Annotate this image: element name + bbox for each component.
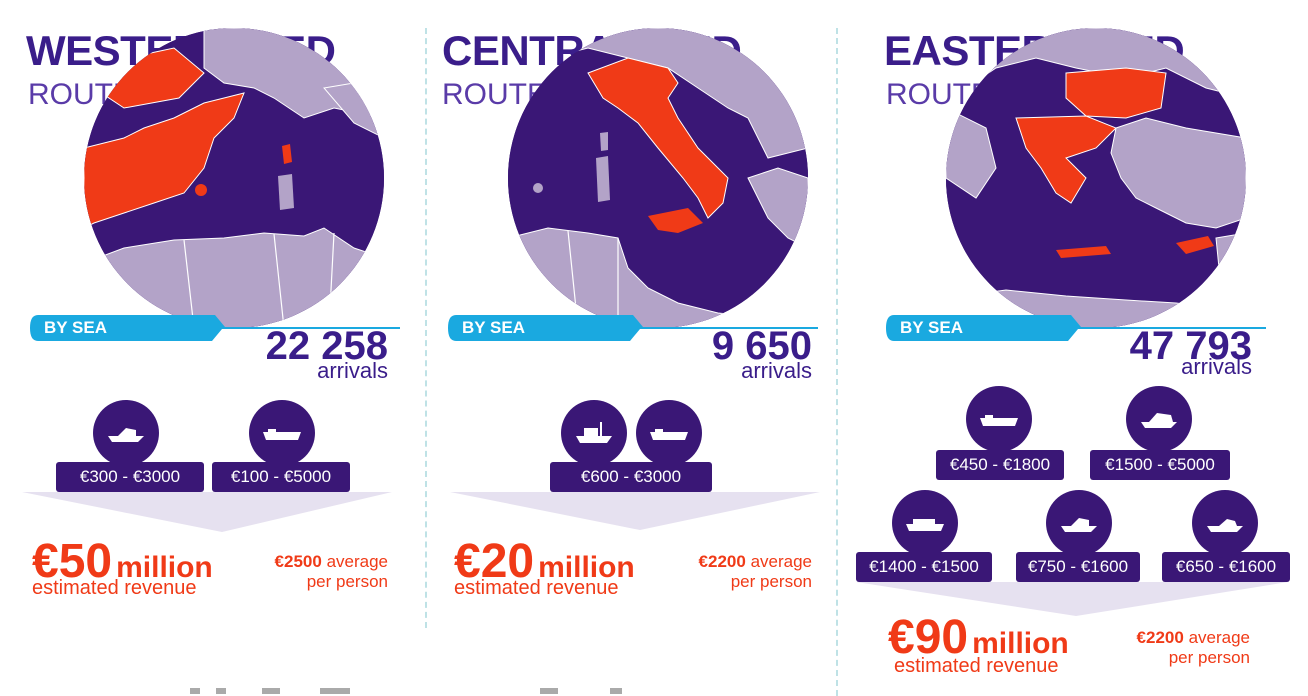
cropped-text-fragment (540, 688, 558, 694)
route-map-globe (84, 28, 384, 328)
route-panel-central-med: CENTRAL MED ROUTE BY SEA 9 650 arriv (420, 0, 840, 696)
average-per-person: €2500 average per person (274, 552, 388, 591)
eastern-med-map (946, 28, 1246, 328)
estimated-revenue-label: estimated revenue (454, 577, 619, 599)
fishing-boat-icon (561, 400, 627, 466)
cargo-ship-icon (249, 400, 315, 466)
cargo-ship-icon (636, 400, 702, 466)
by-sea-banner: BY SEA (886, 313, 1266, 343)
average-per-person: €2200 average per person (698, 552, 812, 591)
estimated-revenue-amount: €90 million (888, 611, 1069, 664)
cropped-text-fragment (262, 688, 280, 694)
route-panel-western-med: WESTERN MED ROUTE BY SEA 22 258 arri (0, 0, 420, 696)
speedboat-icon (1046, 490, 1112, 556)
estimated-revenue-label: estimated revenue (32, 577, 197, 599)
route-map-globe (946, 28, 1246, 328)
by-sea-banner: BY SEA (448, 313, 818, 343)
cropped-text-fragment (216, 688, 226, 694)
price-range-badge: €1500 - €5000 (1090, 450, 1230, 480)
by-sea-label: BY SEA (462, 318, 525, 337)
price-range-badge: €600 - €3000 (550, 462, 712, 492)
western-med-map (84, 28, 384, 328)
arrivals-label: arrivals (1181, 354, 1252, 379)
estimated-revenue-label: estimated revenue (894, 655, 1059, 677)
arrivals-count: 9 650 (711, 324, 812, 368)
estimated-revenue-amount: €50 million (32, 535, 213, 588)
price-range-badge: €100 - €5000 (212, 462, 350, 492)
by-sea-banner: BY SEA (30, 313, 400, 343)
price-range-badge: €300 - €3000 (56, 462, 204, 492)
motorboat-icon (1192, 490, 1258, 556)
arrivals-label: arrivals (317, 358, 388, 383)
arrivals-count: 47 793 (1129, 324, 1252, 368)
cropped-text-fragment (190, 688, 200, 694)
price-range-badge: €450 - €1800 (936, 450, 1064, 480)
cargo-ship-icon (966, 386, 1032, 452)
central-med-map (508, 28, 808, 328)
average-per-person: €2200 average per person (1136, 628, 1250, 667)
cropped-text-fragment (320, 688, 350, 694)
route-panel-eastern-med: EASTERN MED ROUTE BY SE (840, 0, 1308, 696)
estimated-revenue-amount: €20 million (454, 535, 635, 588)
yacht-icon (1126, 386, 1192, 452)
by-sea-label: BY SEA (900, 318, 963, 337)
price-range-badge: €650 - €1600 (1162, 552, 1290, 582)
price-range-badge: €750 - €1600 (1016, 552, 1140, 582)
route-map-globe (508, 28, 808, 328)
price-range-badge: €1400 - €1500 (856, 552, 992, 582)
arrivals-count: 22 258 (265, 324, 388, 368)
funnel-wedge (450, 492, 820, 530)
cropped-text-fragment (610, 688, 622, 694)
panel-divider (836, 28, 838, 696)
ferry-icon (892, 490, 958, 556)
by-sea-label: BY SEA (44, 318, 107, 337)
arrivals-label: arrivals (741, 358, 812, 383)
funnel-wedge (856, 582, 1288, 616)
funnel-wedge (22, 492, 392, 532)
panel-divider (425, 28, 427, 628)
speedboat-icon (93, 400, 159, 466)
